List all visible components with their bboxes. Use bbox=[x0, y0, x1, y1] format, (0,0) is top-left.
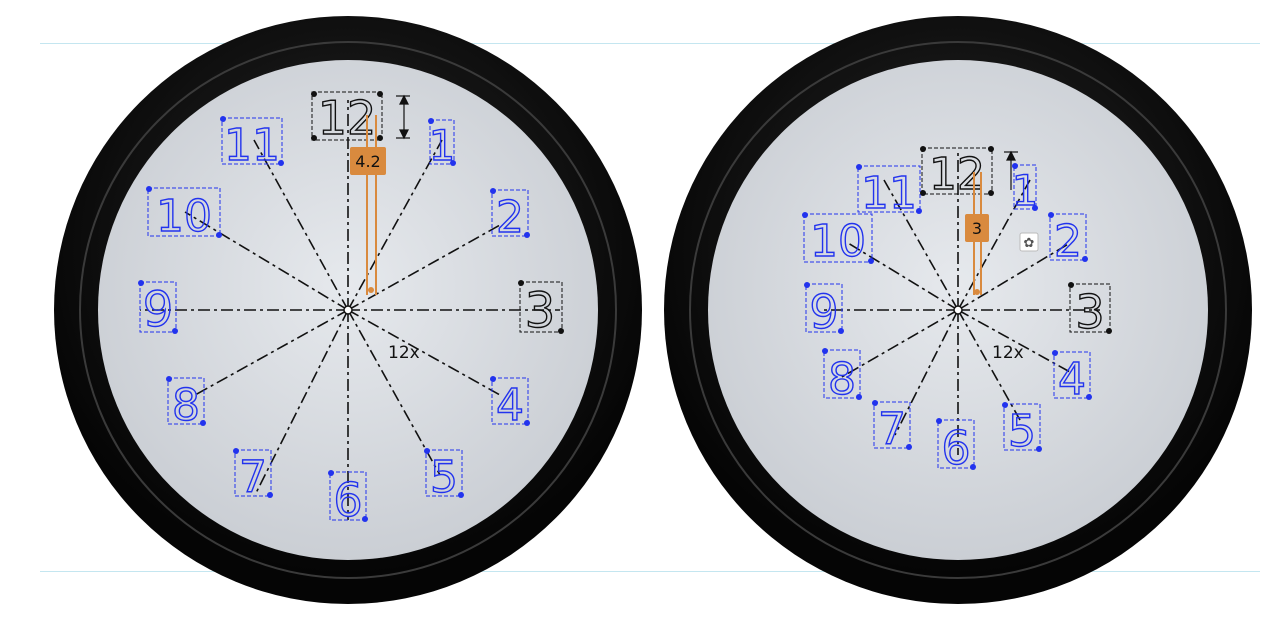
numeral-10[interactable]: 10 bbox=[802, 212, 874, 268]
numeral-4[interactable]: 4 bbox=[490, 376, 530, 432]
svg-text:11: 11 bbox=[861, 168, 917, 219]
svg-text:10: 10 bbox=[156, 191, 212, 242]
clock-right[interactable]: 12 3 ✿ 1 2 bbox=[640, 0, 1280, 619]
numeral-2[interactable]: 2 bbox=[1048, 212, 1088, 268]
svg-text:9: 9 bbox=[809, 285, 838, 339]
numeral-3[interactable]: 3 bbox=[1068, 282, 1112, 340]
guide-line-bottom bbox=[40, 571, 1260, 572]
numeral-11[interactable]: 11 bbox=[220, 116, 284, 172]
numeral-12[interactable]: 12 bbox=[920, 146, 994, 201]
svg-text:3: 3 bbox=[972, 219, 982, 238]
svg-text:✿: ✿ bbox=[1024, 236, 1035, 251]
svg-text:9: 9 bbox=[143, 282, 174, 338]
construction-lines bbox=[820, 150, 1100, 455]
numeral-9[interactable]: 8 9 bbox=[138, 280, 178, 339]
svg-text:8: 8 bbox=[828, 354, 856, 405]
numeral-6[interactable]: 6 bbox=[936, 418, 976, 476]
dimension-line[interactable] bbox=[366, 115, 377, 295]
svg-text:4: 4 bbox=[496, 380, 524, 431]
numeral-7[interactable]: 7 bbox=[872, 400, 912, 456]
svg-text:6: 6 bbox=[941, 421, 970, 475]
numeral-4[interactable]: 4 bbox=[1052, 350, 1092, 406]
svg-text:5: 5 bbox=[430, 452, 458, 503]
svg-text:6: 6 bbox=[333, 473, 362, 527]
dimension-value-badge[interactable]: 3 bbox=[965, 214, 989, 242]
numeral-10[interactable]: 10 bbox=[146, 186, 222, 243]
numeral-1[interactable]: 1 bbox=[428, 118, 456, 171]
gear-icon[interactable]: ✿ bbox=[1019, 232, 1039, 252]
numeral-6[interactable]: 6 bbox=[328, 470, 368, 528]
svg-text:7: 7 bbox=[878, 404, 906, 455]
numeral-8[interactable]: 8 bbox=[822, 348, 862, 406]
svg-text:12: 12 bbox=[929, 149, 985, 200]
svg-text:7: 7 bbox=[239, 452, 267, 503]
svg-text:4: 4 bbox=[1058, 354, 1086, 405]
dimension-value-badge[interactable]: 4.2 bbox=[350, 147, 386, 175]
numeral-5[interactable]: 5 bbox=[1002, 402, 1042, 458]
svg-text:3: 3 bbox=[1075, 285, 1104, 339]
numeral-12[interactable]: 12 bbox=[311, 90, 383, 146]
numeral-3[interactable]: 3 bbox=[518, 280, 564, 340]
numeral-5[interactable]: 5 bbox=[424, 448, 464, 504]
svg-text:11: 11 bbox=[224, 120, 280, 171]
numeral-11[interactable]: 11 bbox=[856, 164, 922, 220]
height-dimension[interactable] bbox=[1004, 150, 1018, 190]
svg-text:10: 10 bbox=[810, 216, 866, 267]
numeral-8[interactable]: 8 bbox=[166, 376, 206, 432]
numeral-9[interactable]: 9 bbox=[804, 282, 844, 340]
svg-text:2: 2 bbox=[496, 192, 524, 243]
numeral-2[interactable]: 2 bbox=[490, 188, 530, 244]
svg-text:2: 2 bbox=[1054, 216, 1082, 267]
guide-line-top bbox=[40, 43, 1260, 44]
pattern-count-label: 12x bbox=[388, 343, 420, 363]
pattern-count-label: 12x bbox=[992, 343, 1024, 363]
height-dimension[interactable] bbox=[396, 94, 410, 140]
clock-left[interactable]: 12 4.2 1 2 bbox=[30, 0, 670, 619]
svg-text:5: 5 bbox=[1008, 406, 1036, 457]
svg-text:8: 8 bbox=[172, 380, 200, 431]
svg-text:3: 3 bbox=[525, 283, 556, 339]
numeral-1[interactable]: 1 bbox=[1011, 163, 1039, 216]
svg-text:4.2: 4.2 bbox=[355, 152, 380, 171]
numeral-7[interactable]: 7 bbox=[233, 448, 273, 504]
